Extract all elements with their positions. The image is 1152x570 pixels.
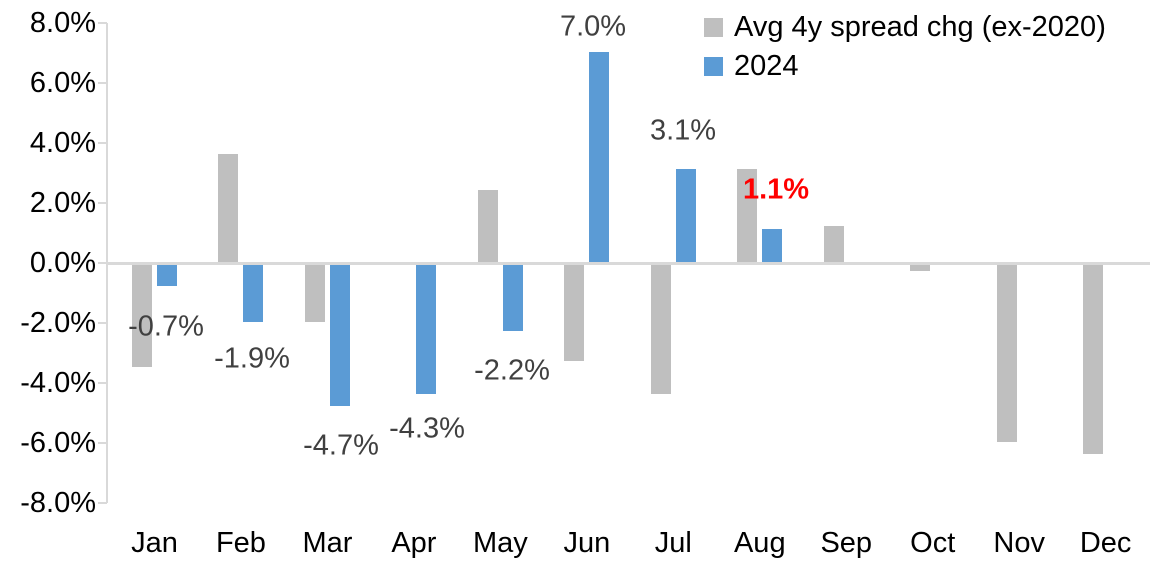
y-axis-tick (98, 82, 107, 84)
x-axis-label-apr: Apr (391, 527, 437, 559)
x-axis-label-nov: Nov (993, 527, 1045, 559)
y-axis-tick (98, 22, 107, 24)
bar-avg-sep (823, 226, 844, 262)
bar-avg-aug (737, 169, 758, 262)
x-axis-label-aug: Aug (733, 527, 786, 559)
x-axis-label-jan: Jan (131, 527, 178, 559)
y-axis-tick-label: -6.0% (20, 427, 96, 459)
bar-2024-apr (416, 265, 437, 394)
bar-avg-jan (132, 265, 152, 367)
y-axis-tick-label: -2.0% (20, 307, 96, 339)
bar-2024-jul (675, 169, 696, 262)
legend-item-2024: 2024 (704, 47, 1106, 86)
data-label-2024-jun: 7.0% (559, 10, 627, 43)
bar-2024-mar (329, 265, 350, 406)
legend-label-avg-4y-spread: Avg 4y spread chg (ex-2020) (734, 11, 1106, 43)
x-axis-label-jun: Jun (563, 527, 611, 559)
x-axis-label-may: May (472, 527, 528, 559)
data-label-2024-apr: -4.3% (389, 412, 465, 445)
bar-avg-dec (1083, 265, 1104, 454)
bar-avg-jun (564, 265, 585, 361)
y-axis-tick (98, 202, 107, 204)
x-axis-label-dec: Dec (1079, 527, 1132, 559)
bar-avg-feb (218, 154, 239, 262)
bar-avg-may (477, 190, 498, 262)
x-axis-label-jul: Jul (654, 527, 692, 559)
data-label-2024-jul: 3.1% (649, 114, 717, 147)
bar-avg-mar (304, 265, 325, 322)
bar-avg-jul (650, 265, 671, 394)
bar-2024-jan (157, 265, 177, 286)
data-label-2024-jan: -0.7% (128, 310, 204, 343)
data-label-2024-mar: -4.7% (303, 429, 379, 462)
data-label-2024-feb: -1.9% (214, 342, 290, 375)
bar-2024-aug (762, 229, 783, 262)
x-axis-label-mar: Mar (302, 527, 353, 559)
legend: Avg 4y spread chg (ex-2020) 2024 (704, 8, 1106, 86)
x-axis-label-feb: Feb (215, 527, 266, 559)
bar-2024-feb (243, 265, 264, 322)
legend-item-avg-4y-spread: Avg 4y spread chg (ex-2020) (704, 8, 1106, 47)
x-axis-zero-line (107, 262, 1150, 265)
y-axis-tick (98, 502, 107, 504)
y-axis-tick-label: -4.0% (20, 367, 96, 399)
y-axis-tick (98, 442, 107, 444)
y-axis-tick-label: 2.0% (29, 187, 96, 219)
y-axis-tick-label: 0.0% (29, 247, 96, 279)
y-axis-tick-label: -8.0% (20, 487, 96, 519)
bar-avg-nov (996, 265, 1017, 442)
bar-2024-may (502, 265, 523, 331)
legend-swatch-2024 (704, 57, 723, 76)
data-label-2024-may: -2.2% (474, 354, 550, 387)
x-axis-label-sep: Sep (820, 527, 873, 559)
y-axis-tick (98, 262, 107, 264)
y-axis-tick (98, 142, 107, 144)
y-axis-tick-label: 4.0% (29, 127, 96, 159)
y-axis-tick-label: 8.0% (29, 7, 96, 39)
y-axis-tick (98, 382, 107, 384)
legend-swatch-avg-4y-spread (704, 18, 723, 37)
bar-avg-oct (910, 265, 931, 271)
y-axis-tick (98, 322, 107, 324)
x-axis-label-oct: Oct (910, 527, 956, 559)
y-axis-tick-label: 6.0% (29, 67, 96, 99)
bar-2024-jun (589, 52, 610, 262)
data-label-2024-aug: 1.1% (742, 173, 810, 206)
legend-label-2024: 2024 (734, 50, 799, 82)
